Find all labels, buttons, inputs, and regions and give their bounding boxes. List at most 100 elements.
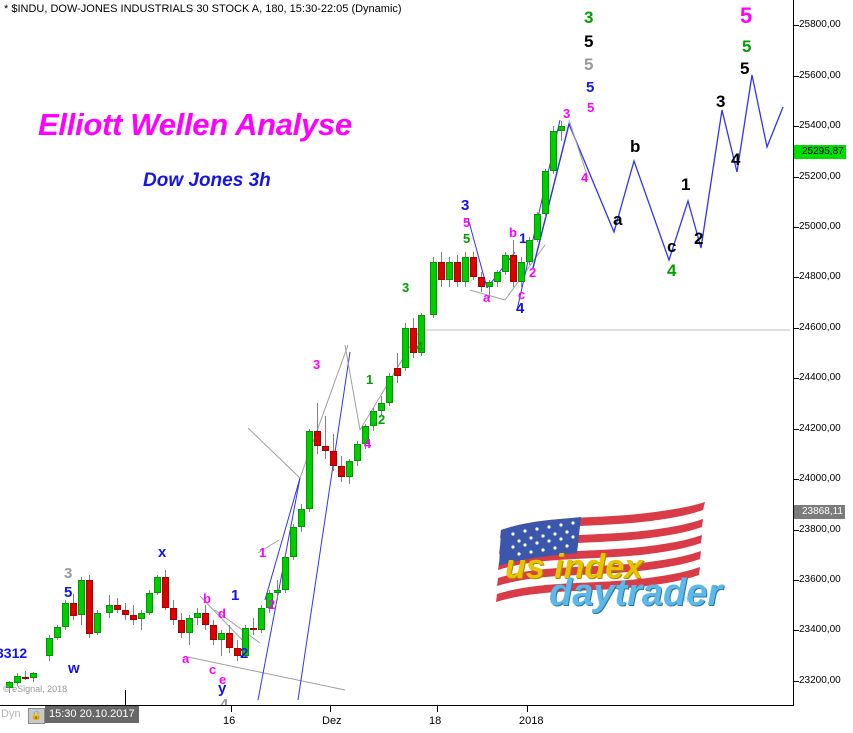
plot-bottom-border (0, 705, 794, 706)
page-title: Elliott Wellen Analyse (38, 107, 352, 142)
wave-label-4: 4 (581, 170, 589, 185)
candlestick (330, 433, 337, 472)
candlestick (46, 635, 53, 661)
wave-label-4: 4 (516, 300, 525, 317)
sub-connector (469, 289, 506, 301)
time-axis-tickmark (330, 706, 331, 712)
wave-connector-34 (344, 344, 361, 431)
time-axis-tick: 16 (223, 715, 236, 727)
last-price-tag: 25295,87 (794, 145, 846, 160)
candlestick (282, 554, 289, 593)
candlestick (106, 595, 113, 618)
candlestick (70, 593, 77, 621)
candlestick (558, 121, 565, 142)
forecast-projection-line (532, 74, 784, 269)
candlestick (430, 257, 437, 318)
candlestick (210, 620, 217, 646)
logo-word-usindex: us index (505, 548, 643, 586)
wave-label-5: 5 (587, 100, 595, 115)
time-axis-tick: Dez (322, 715, 342, 727)
wave-label-a: a (182, 651, 190, 666)
price-axis-tick: 23600,00 (794, 574, 853, 586)
us-flag-icon (496, 502, 705, 602)
crosshair-vertical (125, 690, 126, 706)
candlestick (510, 239, 517, 288)
candlestick (146, 590, 153, 616)
wave-label-d: d (218, 606, 226, 621)
price-axis-tick: 24000,00 (794, 473, 853, 485)
candlestick (114, 597, 121, 613)
candlestick (486, 279, 493, 298)
wave-label-5: 5 (463, 231, 471, 246)
wave-label-1: 1 (231, 587, 240, 604)
page-subtitle: Dow Jones 3h (143, 170, 271, 191)
wave-connector-12 (257, 539, 280, 554)
price-axis-tick: 23400,00 (794, 624, 853, 636)
wave-label-4: 4 (364, 436, 372, 451)
candlestick (470, 252, 477, 280)
time-axis-tickmark (231, 706, 232, 712)
candlestick (170, 600, 177, 626)
channel-line-lower-left (187, 656, 346, 691)
impulse-line-left2 (257, 477, 301, 701)
candlestick (6, 680, 13, 694)
wave-34-connector (568, 119, 589, 179)
candlestick (314, 403, 321, 454)
time-axis[interactable]: 16 Dez 18 2018 (0, 706, 794, 733)
lock-icon[interactable]: 🔒 (28, 708, 45, 724)
candlestick (502, 252, 509, 275)
cursor-date-tooltip: 15:30 20.10.2017 (45, 706, 139, 723)
candlestick (122, 602, 129, 621)
time-axis-tickmark (437, 706, 438, 712)
symbol-title: * $INDU, DOW-JONES INDUSTRIALS 30 STOCK … (4, 3, 402, 15)
price-axis-tick: 23800,00 (794, 524, 853, 536)
candlestick (154, 574, 161, 596)
price-axis-tick: 23200,00 (794, 675, 853, 687)
candlestick (298, 504, 305, 533)
price-axis-tick: 24400,00 (794, 372, 853, 384)
candlestick (14, 673, 21, 686)
candlestick (258, 605, 265, 633)
candlestick (250, 617, 257, 636)
candlestick (438, 252, 445, 288)
candlestick (494, 269, 501, 288)
wave-label-2: 2 (240, 645, 249, 662)
impulse-line-left3 (297, 351, 351, 701)
wave-connector-bc (199, 595, 249, 647)
price-axis[interactable]: 25800,00 25600,00 25400,00 25200,00 25000,00… (794, 0, 853, 706)
wave-label-3: 3 (64, 565, 73, 582)
wave-label-3: 3 (584, 8, 594, 27)
candlestick (202, 605, 209, 631)
time-axis-tick: 18 (429, 715, 442, 727)
candlestick (454, 254, 461, 288)
watermark-logo: us index daytrader TM (487, 490, 722, 625)
wave-label-5: 5 (584, 32, 594, 51)
secondary-price-tag: 23868,11 (794, 505, 845, 520)
candlestick (94, 610, 101, 636)
price-axis-tick: 25800,00 (794, 19, 853, 31)
logo-word-daytrader: daytrader (549, 572, 723, 614)
wave-label-5: 5 (64, 584, 73, 601)
wave-label-c: c (518, 287, 526, 302)
channel-upper-left (247, 427, 301, 479)
candlestick (518, 257, 525, 288)
candlestick (322, 416, 329, 459)
wave-label-3: 3 (313, 357, 321, 372)
wave-label-4: 4 (416, 339, 424, 354)
wave-label-b: b (203, 591, 211, 606)
impulse-line-left (264, 477, 301, 601)
price-axis-tick: 24600,00 (794, 322, 853, 334)
wave-label-4: 4 (731, 150, 741, 169)
candlestick (62, 600, 69, 631)
candlestick (194, 607, 201, 626)
candlestick (78, 577, 85, 626)
wave-label-3: 3 (461, 197, 470, 214)
wave-label-5: 5 (584, 55, 594, 74)
wave-label-2: 2 (529, 265, 537, 280)
candlestick (378, 395, 385, 417)
time-axis-tickmark (527, 706, 528, 712)
candlestick (462, 252, 469, 288)
candlestick (86, 574, 93, 638)
